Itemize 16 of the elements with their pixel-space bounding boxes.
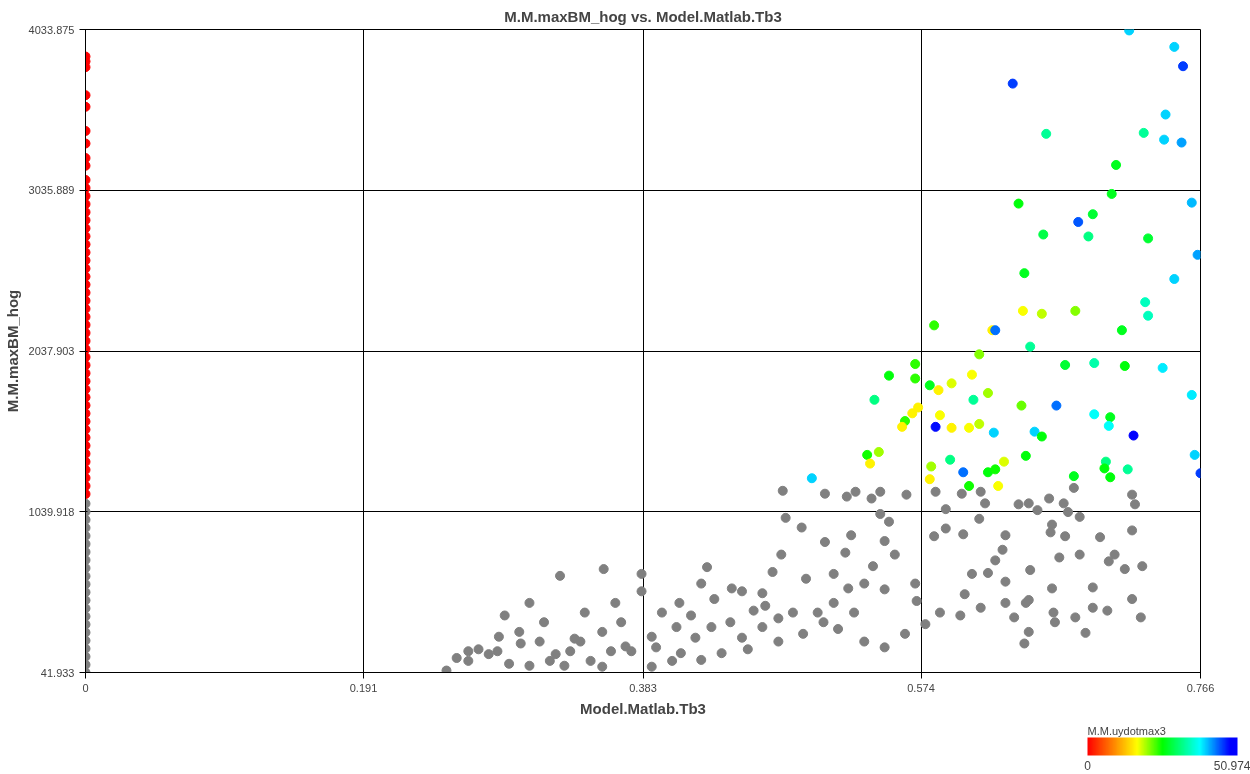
y-tick-label: 3035.889 <box>28 184 75 197</box>
x-tick-label: 0.766 <box>1186 681 1215 694</box>
y-tick-label: 4033.875 <box>28 23 75 36</box>
x-tick-label: 0 <box>82 681 89 694</box>
y-tick-label: 1039.918 <box>28 505 75 518</box>
x-tick-label: 0.191 <box>349 681 378 694</box>
x-tick-label: 0.383 <box>629 681 657 694</box>
color-bar-label: 0 <box>1084 758 1092 773</box>
y-tick-label: 2037.903 <box>28 345 75 357</box>
color-bar-title: M.M.uydotmax3 <box>1087 724 1166 737</box>
color-bar-label: 50.974 <box>1213 758 1250 773</box>
y-tick-label: 41.933 <box>40 666 75 679</box>
x-axis-title: Model.Matlab.Tb3 <box>580 699 706 717</box>
x-tick-label: 0.574 <box>907 681 935 694</box>
y-axis-title: M.M.maxBM_hog <box>3 289 21 413</box>
chart-title: M.M.maxBM_hog vs. Model.Matlab.Tb3 <box>504 7 782 25</box>
